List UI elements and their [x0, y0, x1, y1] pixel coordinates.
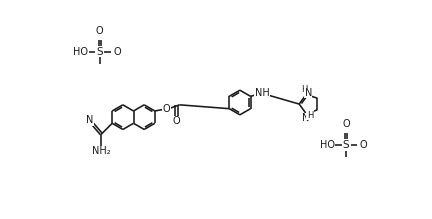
- Text: O: O: [173, 116, 180, 126]
- Text: O: O: [342, 119, 350, 129]
- Text: O: O: [162, 104, 170, 115]
- Text: O: O: [96, 26, 104, 35]
- Text: HO: HO: [320, 140, 335, 150]
- Text: H: H: [302, 85, 308, 94]
- Text: N: N: [305, 88, 312, 98]
- Text: S: S: [343, 140, 349, 150]
- Text: O: O: [360, 140, 368, 150]
- Text: HO: HO: [73, 47, 88, 57]
- Text: S: S: [96, 47, 103, 57]
- Text: NH₂: NH₂: [92, 146, 111, 156]
- Text: N: N: [302, 113, 309, 123]
- Text: N: N: [86, 115, 94, 125]
- Text: O: O: [114, 47, 121, 57]
- Text: H: H: [307, 111, 313, 120]
- Text: NH: NH: [255, 88, 270, 97]
